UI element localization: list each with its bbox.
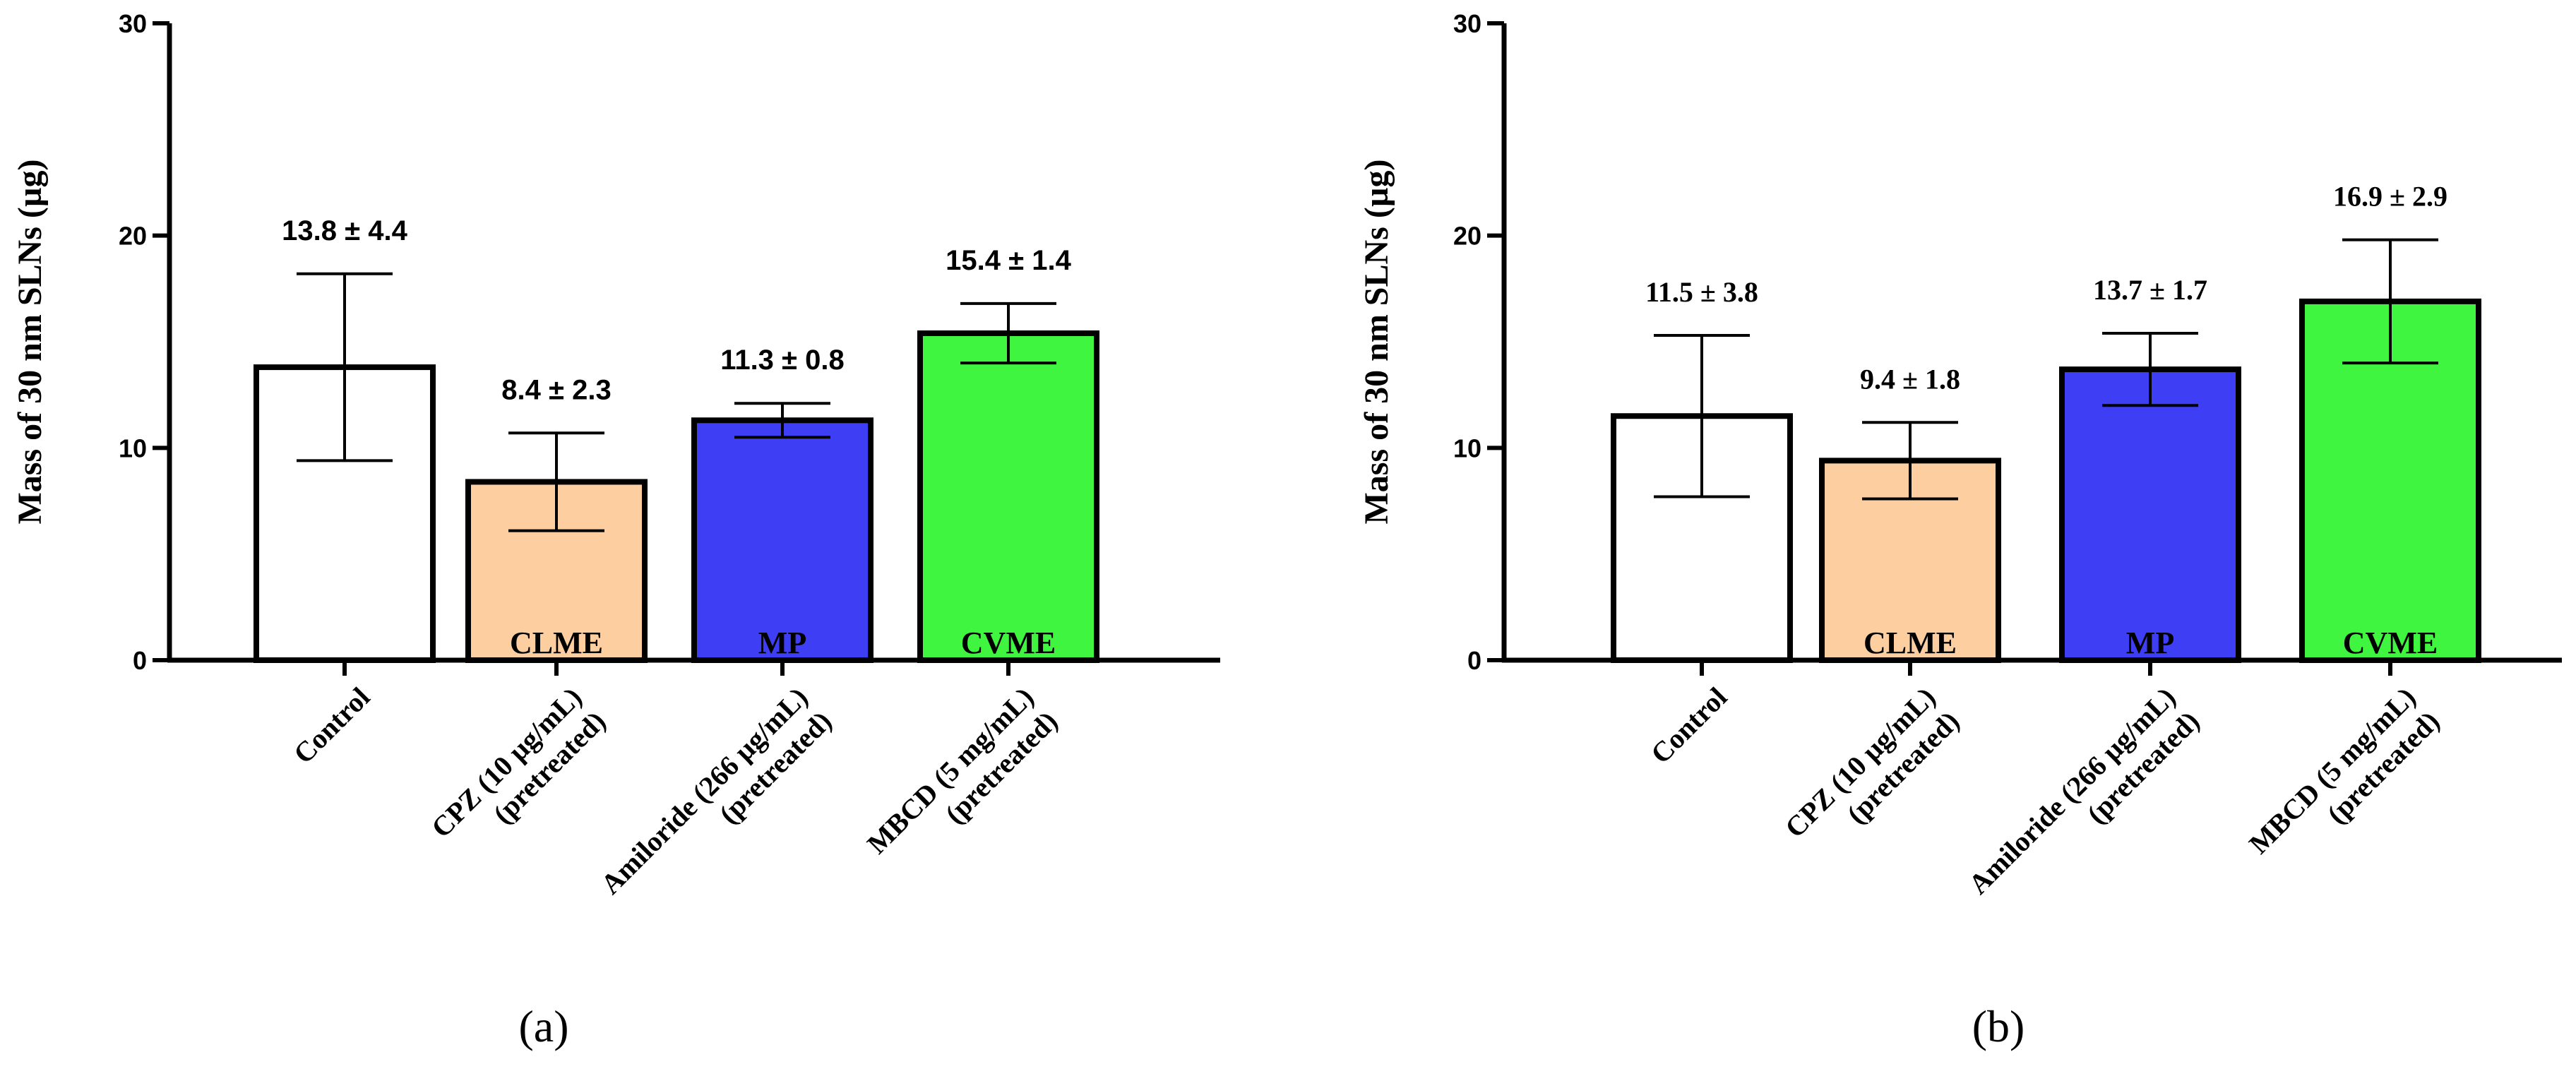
data-label-3: 16.9 ± 2.9 — [2333, 181, 2447, 213]
y-axis-title: Mass of 30 nm SLNs (µg) — [1358, 159, 1395, 524]
data-label-3: 15.4 ± 1.4 — [946, 245, 1071, 276]
bar-inner-label-3: CVME — [2343, 626, 2438, 660]
bar-inner-label-2: MP — [758, 626, 806, 660]
y-tick-label-1: 10 — [1453, 434, 1481, 462]
panel-label: (b) — [1972, 1001, 2025, 1051]
bar-2 — [691, 417, 873, 663]
y-tick-label-2: 20 — [1453, 222, 1481, 251]
panel-label: (a) — [518, 1001, 568, 1051]
y-tick-label-0: 0 — [1467, 646, 1481, 675]
data-label-0: 13.8 ± 4.4 — [282, 215, 407, 246]
data-label-2: 11.3 ± 0.8 — [720, 345, 844, 376]
bar-inner-label-2: MP — [2126, 626, 2174, 660]
y-tick-label-0: 0 — [133, 646, 147, 675]
bar-inner-label-1: CLME — [1864, 626, 1957, 660]
y-axis-title: Mass of 30 nm SLNs (µg) — [11, 159, 49, 524]
bar-2 — [2059, 366, 2241, 663]
y-tick-label-1: 10 — [119, 434, 147, 462]
data-label-1: 8.4 ± 2.3 — [501, 374, 611, 405]
bar-3 — [917, 330, 1099, 663]
data-label-1: 9.4 ± 1.8 — [1860, 363, 1960, 395]
bar-inner-label-1: CLME — [510, 626, 603, 660]
y-tick-label-3: 30 — [119, 9, 147, 38]
data-label-0: 11.5 ± 3.8 — [1645, 276, 1758, 308]
data-label-2: 13.7 ± 1.7 — [2093, 274, 2207, 306]
y-tick-label-3: 30 — [1453, 9, 1481, 38]
y-tick-label-2: 20 — [119, 222, 147, 251]
bar-inner-label-3: CVME — [961, 626, 1056, 660]
